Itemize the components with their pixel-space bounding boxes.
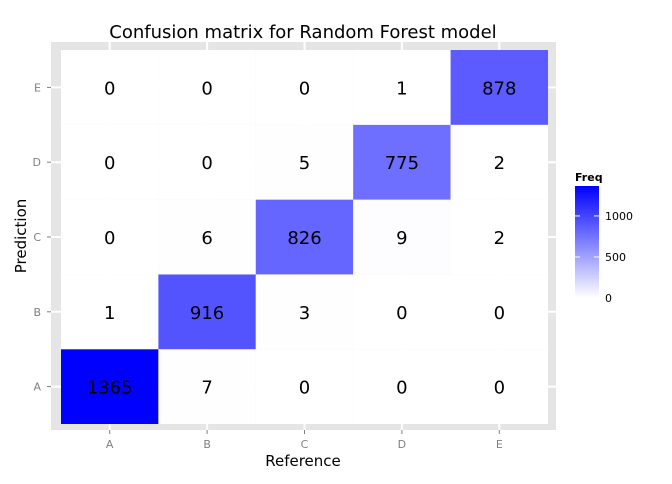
- cell-label-d-e: 1: [396, 78, 407, 99]
- heatmap-cell-d-e: [353, 50, 451, 125]
- x-tick-label-d: D: [398, 438, 406, 451]
- cell-label-a-a: 1365: [87, 378, 133, 399]
- cell-label-c-e: 0: [299, 78, 310, 99]
- heatmap-cell-b-b: [158, 274, 256, 350]
- y-tick-label-b: B: [33, 306, 41, 319]
- cell-label-e-e: 878: [482, 78, 516, 99]
- legend: Freq 0 500 1000: [575, 171, 633, 305]
- cell-label-d-b: 0: [396, 303, 407, 324]
- cell-label-b-b: 916: [190, 303, 224, 324]
- heatmap-cell-a-e: [61, 50, 159, 125]
- heatmap-cells: [61, 50, 548, 424]
- cell-label-a-e: 0: [104, 78, 115, 99]
- cell-label-b-a: 7: [201, 378, 212, 399]
- heatmap-cell-b-a: [158, 349, 256, 424]
- heatmap-cell-e-d: [450, 124, 548, 200]
- legend-title: Freq: [575, 171, 603, 184]
- cell-label-a-b: 1: [104, 303, 115, 324]
- heatmap-cell-d-a: [353, 349, 451, 424]
- cell-label-a-d: 0: [104, 153, 115, 174]
- heatmap-cell-c-c: [255, 199, 354, 275]
- cell-label-e-d: 2: [494, 153, 505, 174]
- heatmap-cell-c-a: [255, 349, 354, 424]
- cell-label-a-c: 0: [104, 228, 115, 249]
- heatmap-cell-c-e: [255, 50, 354, 125]
- heatmap-cell-e-e: [450, 50, 548, 125]
- y-axis-label: Prediction: [12, 199, 30, 274]
- cell-label-d-c: 9: [396, 228, 407, 249]
- heatmap-cell-d-c: [353, 199, 451, 275]
- heatmap-cell-a-d: [61, 124, 159, 200]
- cell-label-b-e: 0: [201, 78, 212, 99]
- cell-label-c-c: 826: [287, 228, 321, 249]
- cell-labels: 1365 7 0 0 0 1 916 3 0 0 0 6 826 9 2 0 0 5 775 2 0 0 0 1 878: [87, 78, 517, 398]
- x-tick-label-b: B: [203, 438, 211, 451]
- legend-tick-label: 500: [605, 251, 626, 264]
- legend-tick-label: 1000: [605, 210, 633, 223]
- y-tick-label-d: D: [33, 156, 41, 169]
- y-tick-label-c: C: [33, 231, 41, 244]
- x-axis: A B C D E: [106, 430, 503, 451]
- legend-tick-label: 0: [605, 292, 612, 305]
- heatmap-cell-a-a: [61, 349, 159, 424]
- heatmap-cell-d-d: [353, 124, 451, 200]
- x-tick-label-e: E: [496, 438, 503, 451]
- y-tick-label-a: A: [33, 381, 41, 394]
- cell-label-c-b: 3: [299, 303, 310, 324]
- x-tick-label-c: C: [301, 438, 309, 451]
- cell-label-d-d: 775: [385, 153, 419, 174]
- heatmap-cell-c-b: [255, 274, 354, 350]
- cell-label-b-d: 0: [201, 153, 212, 174]
- heatmap-cell-b-c: [158, 199, 256, 275]
- heatmap-cell-e-b: [450, 274, 548, 350]
- chart-title: Confusion matrix for Random Forest model: [109, 22, 496, 43]
- heatmap-cell-a-b: [61, 274, 159, 350]
- heatmap-cell-b-d: [158, 124, 256, 200]
- heatmap-cell-e-c: [450, 199, 548, 275]
- cell-label-c-a: 0: [299, 378, 310, 399]
- y-axis: A B C D E: [33, 81, 51, 394]
- x-axis-label: Reference: [265, 452, 341, 470]
- heatmap-cell-b-e: [158, 50, 256, 125]
- cell-label-c-d: 5: [299, 153, 310, 174]
- cell-label-e-c: 2: [494, 228, 505, 249]
- heatmap-cell-d-b: [353, 274, 451, 350]
- heatmap-cell-a-c: [61, 199, 159, 275]
- legend-ticks: 0 500 1000: [575, 210, 633, 305]
- cell-label-b-c: 6: [201, 228, 212, 249]
- heatmap-cell-c-d: [255, 124, 354, 200]
- cell-label-e-a: 0: [494, 378, 505, 399]
- y-tick-label-e: E: [34, 81, 41, 94]
- cell-label-e-b: 0: [494, 303, 505, 324]
- heatmap-cell-e-a: [450, 349, 548, 424]
- cell-label-d-a: 0: [396, 378, 407, 399]
- legend-colorbar: [575, 186, 599, 298]
- x-tick-label-a: A: [106, 438, 114, 451]
